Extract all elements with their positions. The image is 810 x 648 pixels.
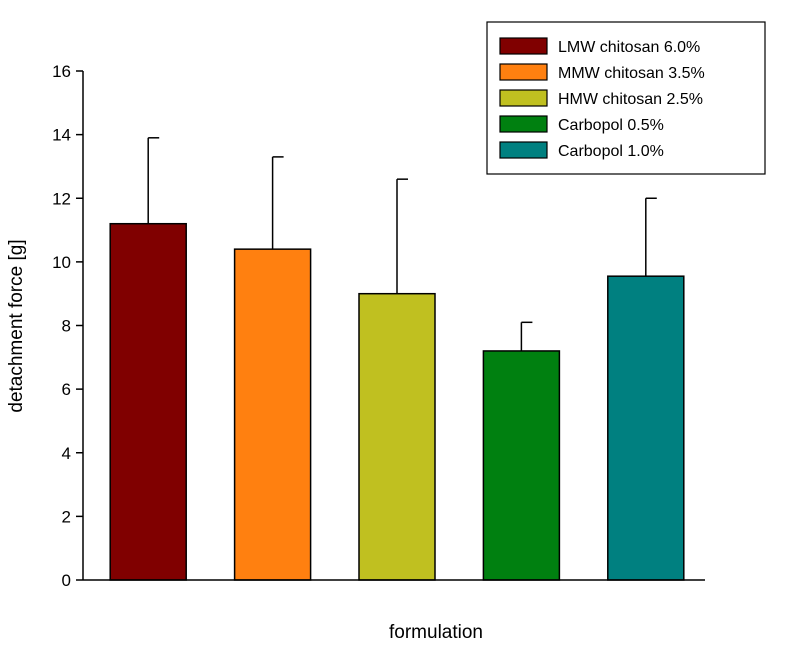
bar <box>607 275 685 581</box>
y-tick-label: 14 <box>52 126 71 145</box>
legend: LMW chitosan 6.0% MMW chitosan 3.5% HMW ch… <box>486 21 766 175</box>
legend-label: LMW chitosan 6.0% <box>558 39 700 56</box>
error-bars-layer <box>147 137 657 351</box>
y-tick-label: 0 <box>62 571 71 590</box>
y-tick-label: 8 <box>62 317 71 336</box>
x-axis-title: formulation <box>389 622 483 643</box>
y-tick-label: 2 <box>62 507 71 526</box>
y-tick-label: 10 <box>52 253 71 272</box>
legend-swatch <box>499 115 548 133</box>
legend-swatch <box>499 63 548 81</box>
legend-label: Carbopol 1.0% <box>558 143 664 160</box>
bar <box>233 248 312 581</box>
legend-items: LMW chitosan 6.0% MMW chitosan 3.5% HMW ch… <box>499 37 705 160</box>
bar <box>482 350 561 581</box>
legend-label: HMW chitosan 2.5% <box>558 91 703 108</box>
bar <box>358 292 436 581</box>
y-tick-label: 16 <box>52 62 71 81</box>
legend-swatch <box>499 141 548 159</box>
y-ticks-layer: 0 2 4 6 8 10 12 14 16 <box>52 62 83 590</box>
legend-swatch <box>499 89 548 107</box>
legend-swatch <box>499 37 548 55</box>
bar <box>109 222 187 581</box>
y-tick-label: 4 <box>62 444 71 463</box>
legend-label: MMW chitosan 3.5% <box>558 65 705 82</box>
y-axis-title: detachment force [g] <box>6 239 27 412</box>
y-tick-label: 6 <box>62 380 71 399</box>
legend-label: Carbopol 0.5% <box>558 117 664 134</box>
y-tick-label: 12 <box>52 189 71 208</box>
